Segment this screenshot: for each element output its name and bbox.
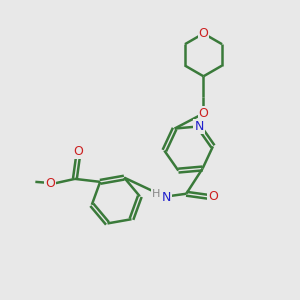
Text: O: O — [199, 27, 208, 40]
Text: N: N — [162, 191, 171, 204]
Text: O: O — [73, 145, 83, 158]
Text: O: O — [199, 107, 208, 120]
Text: O: O — [208, 190, 218, 203]
Text: N: N — [194, 120, 204, 133]
Text: O: O — [45, 177, 55, 190]
Text: H: H — [152, 189, 160, 199]
